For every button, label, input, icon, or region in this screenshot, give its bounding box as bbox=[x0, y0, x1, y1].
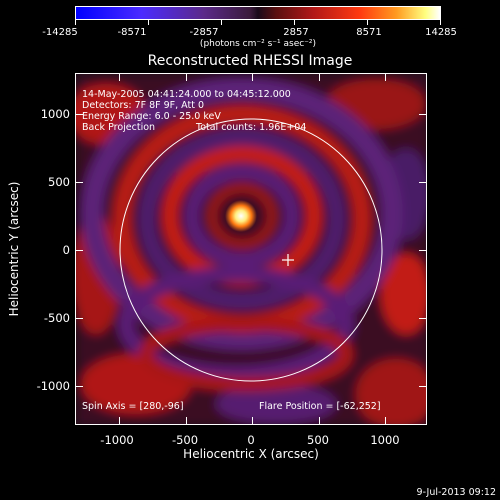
colorbar-tick bbox=[221, 20, 222, 25]
y-tick bbox=[419, 114, 426, 115]
x-tick-label: 0 bbox=[247, 433, 255, 447]
colorbar-label: -14285 bbox=[42, 27, 78, 38]
x-tick bbox=[119, 74, 120, 81]
energy-range-text: Energy Range: 6.0 - 25.0 keV bbox=[82, 111, 221, 122]
plot-title: Reconstructed RHESSI Image bbox=[147, 53, 353, 69]
colorbar bbox=[75, 6, 441, 20]
x-tick-label: -500 bbox=[171, 433, 199, 447]
x-tick bbox=[385, 417, 386, 424]
time-range-text: 14-May-2005 04:41:24.000 to 04:45:12.000 bbox=[82, 89, 291, 100]
colorbar-label: 2857 bbox=[283, 27, 309, 38]
y-tick-label: -500 bbox=[43, 311, 70, 325]
y-tick-label: 0 bbox=[62, 243, 70, 257]
colorbar-tick bbox=[440, 20, 441, 25]
x-tick-label: 1000 bbox=[370, 433, 400, 447]
y-tick bbox=[76, 182, 83, 183]
x-tick bbox=[119, 417, 120, 424]
y-tick-label: 500 bbox=[48, 175, 70, 189]
colorbar-label: -8571 bbox=[117, 27, 147, 38]
y-tick bbox=[419, 182, 426, 183]
footer-timestamp: 9-Jul-2013 09:12 bbox=[416, 487, 496, 498]
colorbar-label: 8571 bbox=[356, 27, 382, 38]
y-tick bbox=[419, 386, 426, 387]
y-tick bbox=[76, 318, 83, 319]
x-tick bbox=[252, 74, 253, 81]
y-tick bbox=[76, 386, 83, 387]
x-tick bbox=[186, 417, 187, 424]
colorbar-tick bbox=[294, 20, 295, 25]
y-tick bbox=[76, 114, 83, 115]
y-tick-label: 1000 bbox=[40, 107, 70, 121]
colorbar-tick bbox=[75, 20, 76, 25]
flare-source bbox=[225, 200, 257, 232]
x-tick bbox=[385, 74, 386, 81]
flare-position-text: Flare Position = [-62,252] bbox=[259, 401, 381, 412]
y-tick-label: -1000 bbox=[36, 379, 70, 393]
x-tick-label: 500 bbox=[307, 433, 329, 447]
x-axis-title: Heliocentric X (arcsec) bbox=[183, 447, 319, 461]
total-counts-text: Total counts: 1.96E+04 bbox=[196, 122, 307, 133]
y-tick bbox=[76, 250, 83, 251]
x-tick-label: -1000 bbox=[100, 433, 134, 447]
colorbar-tick bbox=[148, 20, 149, 25]
x-tick bbox=[186, 74, 187, 81]
method-text: Back Projection bbox=[82, 122, 156, 133]
detectors-text: Detectors: 7F 8F 9F, Att 0 bbox=[82, 100, 205, 111]
spin-axis-text: Spin Axis = [280,-96] bbox=[82, 401, 184, 412]
colorbar-tick bbox=[367, 20, 368, 25]
image-plot: 14-May-2005 04:41:24.000 to 04:45:12.000… bbox=[75, 73, 427, 425]
colorbar-label: -2857 bbox=[189, 27, 219, 38]
solar-limb-circle bbox=[119, 118, 383, 382]
x-tick bbox=[319, 417, 320, 424]
y-axis-title: Heliocentric Y (arcsec) bbox=[7, 181, 21, 317]
y-tick bbox=[419, 250, 426, 251]
colorbar-label: 14285 bbox=[425, 27, 457, 38]
y-tick bbox=[419, 318, 426, 319]
colorbar-units: (photons cm⁻² s⁻¹ asec⁻²) bbox=[199, 39, 317, 49]
rhessi-image bbox=[76, 74, 426, 424]
x-tick bbox=[252, 417, 253, 424]
x-tick bbox=[319, 74, 320, 81]
